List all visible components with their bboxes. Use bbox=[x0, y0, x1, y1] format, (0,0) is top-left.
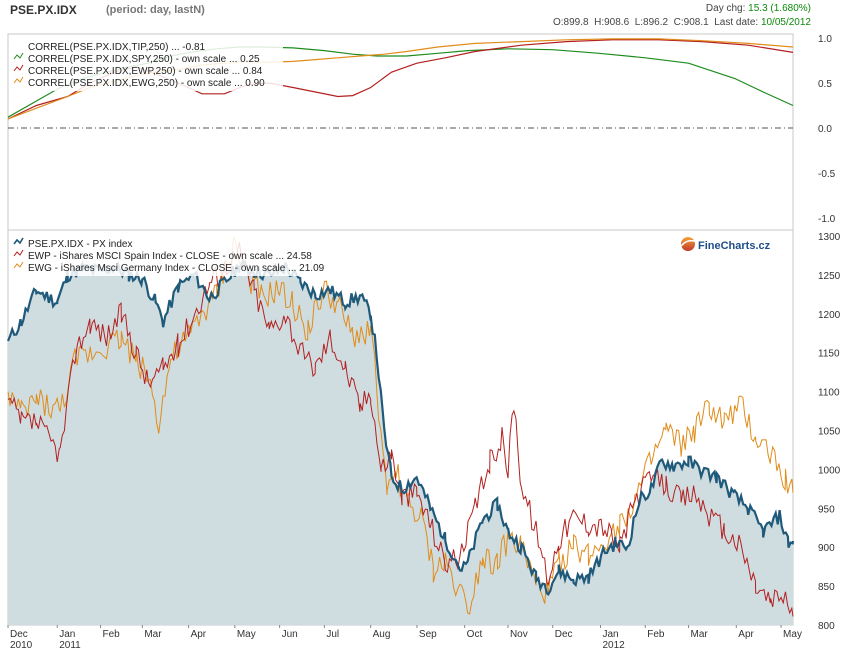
x-tick-label: Jan bbox=[602, 629, 618, 640]
legend-swatch-icon bbox=[13, 237, 24, 245]
corr-legend-entry: CORREL(PSE.PX.IDX,SPY,250) - own scale .… bbox=[28, 54, 260, 65]
x-tick-label: Oct bbox=[467, 629, 483, 640]
price-ytick-label: 1300 bbox=[818, 232, 841, 243]
x-tick-label: Apr bbox=[191, 629, 207, 640]
x-tick-year-label: 2012 bbox=[602, 640, 625, 651]
x-tick-label: Sep bbox=[419, 629, 437, 640]
finecharts-logo: FineCharts.cz bbox=[680, 237, 771, 252]
x-tick-label: May bbox=[237, 629, 256, 640]
chart-period: (period: day, lastN) bbox=[106, 4, 205, 16]
legend-swatch-icon bbox=[13, 261, 24, 269]
corr-ytick-label: 0.0 bbox=[818, 124, 832, 135]
price-ytick-label: 1000 bbox=[818, 465, 841, 476]
x-tick-label: Jun bbox=[282, 629, 298, 640]
correlation-plot-area bbox=[7, 33, 794, 231]
x-tick-label: Feb bbox=[103, 629, 121, 640]
high-value: 908.6 bbox=[604, 17, 630, 28]
day-change-label: Day chg: bbox=[705, 3, 746, 14]
x-tick-label: Feb bbox=[647, 629, 665, 640]
x-tick-label: Aug bbox=[373, 629, 391, 640]
high-label: H: bbox=[594, 17, 605, 28]
price-legend-entry: EWP - iShares MSCI Spain Index - CLOSE -… bbox=[28, 251, 312, 262]
corr-ytick-label: 1.0 bbox=[818, 34, 832, 45]
legend-swatch-icon bbox=[13, 52, 24, 60]
close-value: 908.1 bbox=[683, 17, 709, 28]
open-value: 899.8 bbox=[563, 17, 589, 28]
day-change-value: 15.3 (1.680%) bbox=[748, 3, 811, 14]
price-ytick-label: 1200 bbox=[818, 310, 841, 321]
day-change: Day chg: 15.3 (1.680%) bbox=[706, 3, 811, 14]
corr-legend-entry: CORREL(PSE.PX.IDX,TIP,250) ... -0.81 bbox=[28, 42, 206, 53]
price-series-line-px bbox=[6, 258, 795, 597]
price-ytick-label: 800 bbox=[818, 621, 835, 632]
close-label: C: bbox=[673, 17, 684, 28]
correlation-legend: CORREL(PSE.PX.IDX,TIP,250) ... -0.81CORR… bbox=[11, 37, 283, 91]
legend-swatch-icon bbox=[13, 76, 24, 84]
low-value: 896.2 bbox=[643, 17, 669, 28]
price-legend-entry: PSE.PX.IDX - PX index bbox=[28, 239, 133, 250]
price-legend-entry: EWG - iShares Msci Germany Index - CLOSE… bbox=[28, 263, 325, 274]
x-tick-label: Dec bbox=[555, 629, 573, 640]
x-tick-label: Mar bbox=[144, 629, 162, 640]
x-tick-label: Mar bbox=[691, 629, 709, 640]
price-legend-box bbox=[11, 234, 391, 276]
price-panel: 1300 1250 1200 1150 1100 1050 1000 950 900 850 800… bbox=[6, 229, 841, 651]
correlation-panel: 1.0 0.5 0.0 -0.5 -1.0 CORREL(PSE.PX.IDX,TIP,2… bbox=[7, 33, 836, 231]
last-date-value: 10/05/2012 bbox=[760, 17, 811, 28]
x-tick-label: Nov bbox=[510, 629, 528, 640]
chart-symbol: PSE.PX.IDX bbox=[10, 3, 77, 17]
x-tick-label: May bbox=[783, 629, 802, 640]
finecharts-swoosh-icon bbox=[680, 239, 698, 247]
legend-swatch-icon bbox=[13, 64, 24, 72]
price-ytick-label: 1050 bbox=[818, 427, 841, 438]
low-label: L: bbox=[634, 17, 644, 28]
corr-ytick-label: 0.5 bbox=[818, 79, 832, 90]
correlation-legend-box bbox=[11, 37, 283, 91]
finecharts-logo-text: FineCharts.cz bbox=[698, 240, 771, 252]
price-ytick-label: 950 bbox=[818, 504, 835, 515]
price-ytick-label: 1100 bbox=[818, 388, 840, 399]
x-tick-year-label: 2011 bbox=[59, 640, 81, 651]
price-ytick-label: 900 bbox=[818, 543, 835, 554]
corr-ytick-label: -1.0 bbox=[818, 214, 836, 225]
corr-ytick-label: -0.5 bbox=[818, 169, 836, 180]
ohlc-readout: O:899.8 H:908.6 L:896.2 C:908.1 Last dat… bbox=[553, 17, 811, 28]
price-area-fill bbox=[8, 261, 793, 625]
open-label: O: bbox=[552, 17, 564, 28]
last-date-label: Last date: bbox=[714, 17, 759, 28]
x-tick-label: Apr bbox=[738, 629, 754, 640]
price-ytick-label: 1150 bbox=[818, 349, 840, 360]
corr-legend-entry: CORREL(PSE.PX.IDX,EWG,250) - own scale .… bbox=[28, 78, 265, 89]
corr-legend-entry: CORREL(PSE.PX.IDX,EWP,250) - own scale .… bbox=[28, 66, 263, 77]
x-tick-year-label: 2010 bbox=[10, 640, 33, 651]
x-tick-label: Dec bbox=[10, 629, 28, 640]
x-tick-label: Jan bbox=[59, 629, 75, 640]
price-ytick-label: 850 bbox=[818, 582, 835, 593]
x-tick-label: Jul bbox=[326, 629, 339, 640]
price-ytick-label: 1250 bbox=[818, 271, 841, 282]
legend-swatch-icon bbox=[13, 249, 24, 257]
